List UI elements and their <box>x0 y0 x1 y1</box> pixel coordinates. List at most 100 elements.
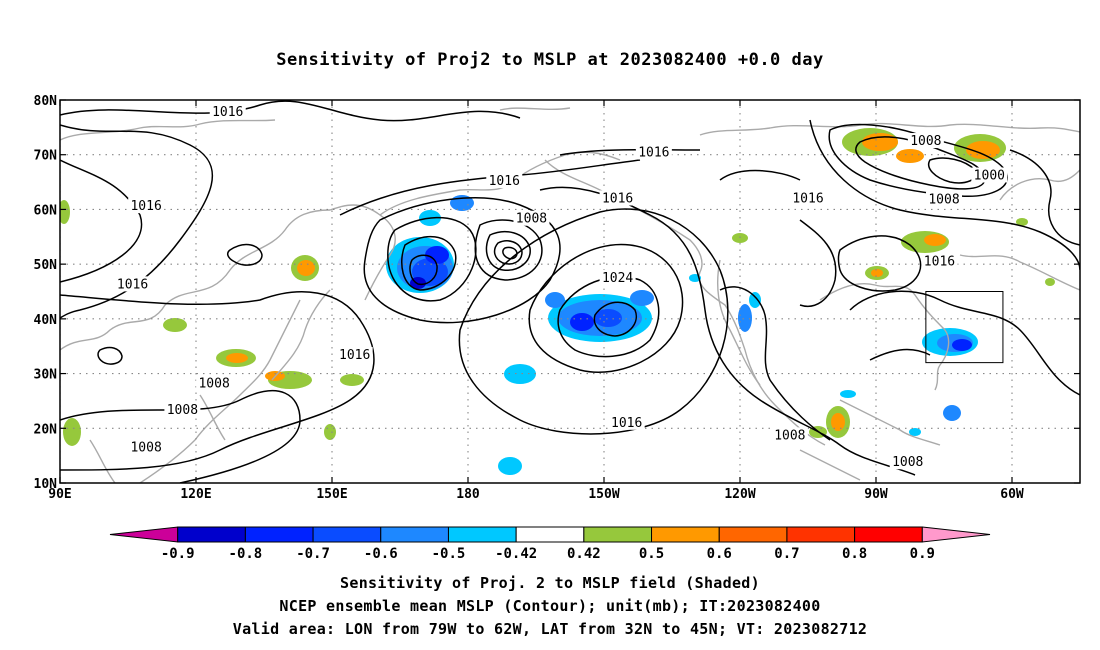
sensitivity-blob <box>594 309 622 327</box>
coastline <box>699 122 1080 136</box>
colorbar-label: 0.5 <box>639 546 664 562</box>
coastline <box>839 399 941 446</box>
sensitivity-blob <box>862 133 898 151</box>
mslp-contour-line <box>559 148 701 156</box>
colorbar-label: -0.5 <box>432 546 466 562</box>
lat-tick-label: 50N <box>34 258 58 273</box>
contour-label-bg <box>771 427 808 443</box>
mslp-contour-line <box>60 100 521 122</box>
coastline <box>999 169 1080 201</box>
sensitivity-shading <box>60 128 1055 475</box>
mslp-contour-line <box>809 119 1080 271</box>
colorbar-label: -0.8 <box>229 546 263 562</box>
mslp-contour-line <box>528 243 684 373</box>
contour-label-bg <box>336 346 373 362</box>
contour-label: 1016 <box>638 146 669 161</box>
mslp-contour-line <box>485 231 531 271</box>
colorbar-segment <box>854 526 923 543</box>
sensitivity-blob <box>738 304 752 332</box>
contour-label: 1016 <box>339 348 370 363</box>
coastline <box>819 283 950 391</box>
mslp-contour-line <box>401 235 457 291</box>
contour-label-bg <box>486 172 523 188</box>
mslp-contour-line <box>502 246 518 260</box>
contour-label-bg <box>128 198 165 214</box>
mslp-contour-line <box>849 290 1080 396</box>
colorbar-label: -0.9 <box>161 546 195 562</box>
sensitivity-blob <box>909 428 921 436</box>
colorbar-segment <box>718 526 788 543</box>
contour-label: 1008 <box>516 212 547 227</box>
sensitivity-blob <box>324 424 336 440</box>
contour-label-bg <box>513 210 550 226</box>
coastline <box>60 204 396 351</box>
contour-label-bg <box>635 144 672 160</box>
sensitivity-blob <box>297 260 315 276</box>
contour-label: 1008 <box>198 376 229 391</box>
contour-label-bg <box>971 167 1008 183</box>
mslp-contour-line <box>60 390 301 483</box>
sensitivity-blob <box>749 292 761 308</box>
colorbar-segment <box>651 526 720 543</box>
lon-tick-label: 180 <box>456 487 480 502</box>
lon-tick-label: 150E <box>316 487 347 502</box>
sensitivity-blob <box>425 246 449 264</box>
contour-label: 1008 <box>130 440 161 455</box>
contour-label-bg <box>599 190 636 206</box>
colorbar-segment <box>583 526 653 543</box>
contour-label: 1016 <box>792 191 823 206</box>
mslp-contour-line <box>837 235 922 292</box>
sensitivity-blob <box>952 339 972 351</box>
coastline <box>717 259 761 386</box>
colorbar-label: 0.9 <box>910 546 935 562</box>
colorbar-end-high <box>921 526 991 543</box>
contour-label: 1008 <box>928 193 959 208</box>
contour-label-bg <box>164 402 201 418</box>
contour-label-bg <box>196 375 233 391</box>
sensitivity-blob <box>924 234 946 246</box>
sensitivity-blob <box>340 374 364 386</box>
mslp-contour-line <box>928 157 977 184</box>
colorbar-label: -0.42 <box>495 546 537 562</box>
coastline <box>139 299 301 483</box>
contour-label-bg <box>128 439 165 455</box>
mslp-contour-line <box>493 240 523 265</box>
coastline <box>89 439 116 483</box>
contour-label: 1016 <box>924 254 955 269</box>
coastline <box>60 119 276 141</box>
lon-tick-label: 120W <box>724 487 755 502</box>
caption-shading: Sensitivity of Proj. 2 to MSLP field (Sh… <box>340 574 760 592</box>
sensitivity-blob <box>1016 218 1028 226</box>
sensitivity-blob <box>570 313 594 331</box>
contour-label-bg <box>209 104 246 120</box>
coastline <box>959 254 1080 291</box>
lon-tick-label: 120E <box>180 487 211 502</box>
contour-label: 1016 <box>611 416 642 431</box>
colorbar-segment <box>380 526 449 543</box>
lon-tick-label: 60W <box>1000 487 1024 502</box>
lat-tick-label: 40N <box>34 313 58 328</box>
contour-label: 1016 <box>130 199 161 214</box>
contour-label-bg <box>907 133 944 149</box>
contour-label-bg <box>114 276 151 292</box>
sensitivity-blob <box>163 318 187 332</box>
sensitivity-blob <box>60 200 70 224</box>
coastline <box>271 289 331 381</box>
colorbar-segment <box>447 526 517 543</box>
caption-valid-area: Valid area: LON from 79W to 62W, LAT fro… <box>232 620 868 638</box>
colorbar: -0.9 -0.8 -0.7 -0.6 -0.5 -0.42 0.42 0.5 0.6 0.7 0.… <box>109 526 991 562</box>
sensitivity-blob <box>226 353 248 363</box>
mslp-contour-line <box>1009 149 1080 246</box>
colorbar-segment <box>312 526 382 543</box>
lon-tick-label: 90E <box>48 487 71 502</box>
axis-ticks: 90E 120E 150E 180 150W 120W 90W 60W 10N 20N 30N 40N… <box>34 94 1080 502</box>
lat-lon-grid <box>60 100 1080 483</box>
contour-label-bg <box>889 454 926 470</box>
coastline <box>799 449 861 481</box>
caption-contour: NCEP ensemble mean MSLP (Contour); unit(… <box>279 597 821 615</box>
mslp-contour-line <box>799 219 837 307</box>
sensitivity-blob <box>1045 278 1055 286</box>
sensitivity-blob <box>966 141 1000 159</box>
